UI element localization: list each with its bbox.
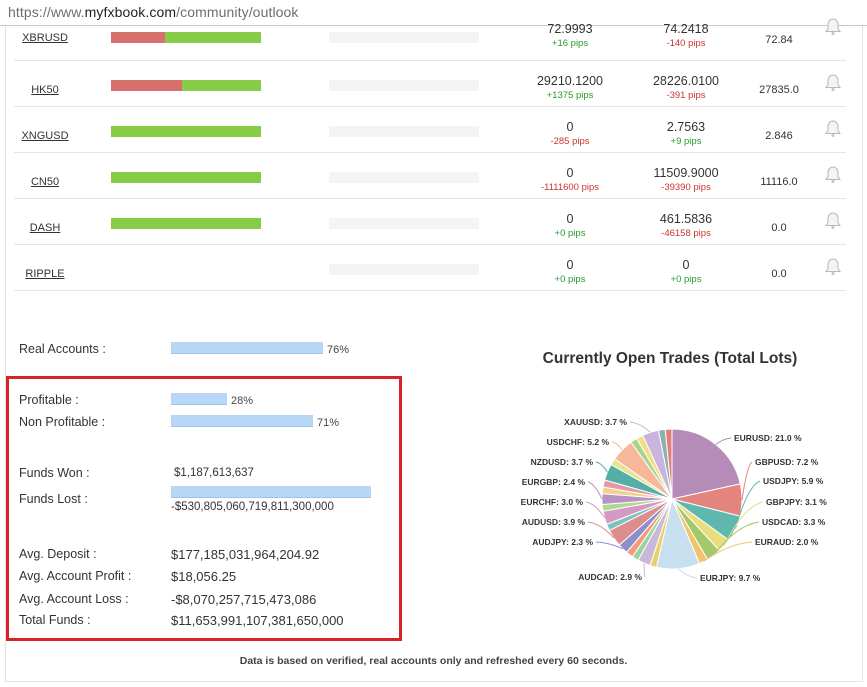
sentiment-bar [111, 126, 261, 137]
non-profitable-label: Non Profitable : [19, 415, 106, 429]
long-price: 2.7563 [666, 120, 706, 134]
long-pips: -46158 pips [661, 228, 711, 239]
table-row: XNGUSD 0 -285 pips 2.7563 +9 pips 2.846 [14, 106, 846, 153]
current-price: 11116.0 [760, 176, 798, 188]
short-portion [111, 32, 165, 43]
bell-icon[interactable] [822, 72, 844, 94]
url-domain: myfxbook.com [84, 4, 177, 20]
avg-deposit-value: $177,185,031,964,204.92 [171, 547, 320, 562]
long-portion [111, 126, 261, 137]
long-portion [165, 32, 261, 43]
table-row: DASH 0 +0 pips 461.5836 -46158 pips 0.0 [14, 198, 846, 245]
page-frame [5, 26, 863, 682]
short-price: 0 [566, 212, 574, 226]
current-price: 0.0 [771, 222, 787, 234]
bell-icon[interactable] [822, 118, 844, 140]
long-price: 0 [682, 258, 690, 272]
symbol-link[interactable]: DASH [29, 222, 61, 234]
sentiment-bar [111, 32, 261, 43]
long-price: 461.5836 [659, 212, 713, 226]
avg-loss-value: -$8,070,257,715,473,086 [171, 592, 317, 607]
non-profitable-bar [171, 415, 313, 427]
table-row: HK50 29210.1200 +1375 pips 28226.0100 -391 p… [14, 60, 846, 107]
short-price: 29210.1200 [536, 74, 604, 88]
chart-title: Currently Open Trades (Total Lots) [542, 350, 798, 367]
bell-icon[interactable] [822, 16, 844, 38]
volume-bar [329, 80, 479, 91]
avg-profit-label: Avg. Account Profit : [19, 569, 132, 583]
long-pips: -391 pips [666, 90, 706, 101]
volume-bar [329, 126, 479, 137]
profitable-label: Profitable : [19, 393, 79, 407]
long-pips: -140 pips [666, 38, 706, 49]
volume-bar [329, 32, 479, 43]
short-price: 0 [566, 120, 574, 134]
long-pips: +9 pips [670, 136, 702, 147]
symbol-link[interactable]: XNGUSD [21, 130, 69, 142]
symbol-link[interactable]: CN50 [30, 176, 60, 188]
table-row: XBRUSD 72.9993 +16 pips 74.2418 -140 pips 72.… [14, 14, 846, 61]
table-row: CN50 0 -1111600 pips 11509.9000 -39390 pips 1… [14, 152, 846, 199]
long-portion [111, 218, 261, 229]
funds-won-value: $1,187,613,637 [174, 467, 254, 479]
avg-loss-label: Avg. Account Loss : [19, 592, 129, 606]
symbol-link[interactable]: RIPPLE [25, 268, 65, 280]
real-accounts-bar [171, 342, 323, 354]
sentiment-bar [111, 218, 261, 229]
url-prefix: https://www. [8, 4, 85, 20]
current-price: 72.84 [765, 34, 793, 46]
total-funds-value: $11,653,991,107,381,650,000 [171, 613, 344, 628]
real-accounts-label: Real Accounts : [19, 342, 106, 356]
sentiment-bar [111, 80, 261, 91]
symbol-link[interactable]: XBRUSD [22, 32, 68, 44]
profitable-bar [171, 393, 227, 405]
highlight-box [6, 376, 402, 641]
long-price: 74.2418 [663, 22, 709, 36]
footer-note: Data is based on verified, real accounts… [239, 655, 628, 667]
address-bar[interactable]: https://www.myfxbook.com/community/outlo… [0, 0, 867, 26]
funds-lost-value: -$530,805,060,719,811,300,000 [171, 501, 334, 513]
url-path: /community/outlook [176, 4, 299, 20]
sentiment-bar [111, 172, 261, 183]
funds-lost-bar [171, 486, 371, 498]
total-funds-label: Total Funds : [19, 613, 91, 627]
long-pips: -39390 pips [661, 182, 711, 193]
short-portion [111, 80, 182, 91]
long-price: 28226.0100 [652, 74, 720, 88]
short-price: 0 [566, 258, 574, 272]
volume-bar [329, 172, 479, 183]
long-pips: +0 pips [670, 274, 702, 285]
symbol-link[interactable]: HK50 [31, 84, 59, 96]
bell-icon[interactable] [822, 256, 844, 278]
short-price: 72.9993 [547, 22, 593, 36]
url-text[interactable]: https://www.myfxbook.com/community/outlo… [8, 4, 299, 20]
non-profitable-pct: 71% [317, 417, 340, 429]
short-pips: +0 pips [554, 228, 586, 239]
bell-icon[interactable] [822, 164, 844, 186]
long-portion [182, 80, 261, 91]
funds-lost-label: Funds Lost : [19, 492, 88, 506]
profitable-pct: 28% [231, 395, 254, 407]
short-pips: +0 pips [554, 274, 586, 285]
current-price: 2.846 [765, 130, 793, 142]
short-pips: +16 pips [551, 38, 589, 49]
volume-bar [329, 264, 479, 275]
bell-icon[interactable] [822, 210, 844, 232]
short-price: 0 [566, 166, 574, 180]
avg-deposit-label: Avg. Deposit : [19, 547, 97, 561]
long-portion [111, 172, 261, 183]
avg-profit-value: $18,056.25 [171, 569, 237, 584]
current-price: 0.0 [771, 268, 787, 280]
real-accounts-pct: 76% [327, 344, 350, 356]
funds-won-label: Funds Won : [19, 466, 90, 480]
table-row: RIPPLE 0 +0 pips 0 +0 pips 0.0 [14, 244, 846, 291]
volume-bar [329, 218, 479, 229]
current-price: 27835.0 [759, 84, 799, 96]
short-pips: -285 pips [550, 136, 590, 147]
short-pips: -1111600 pips [540, 182, 600, 193]
short-pips: +1375 pips [546, 90, 594, 101]
long-price: 11509.9000 [653, 166, 719, 180]
